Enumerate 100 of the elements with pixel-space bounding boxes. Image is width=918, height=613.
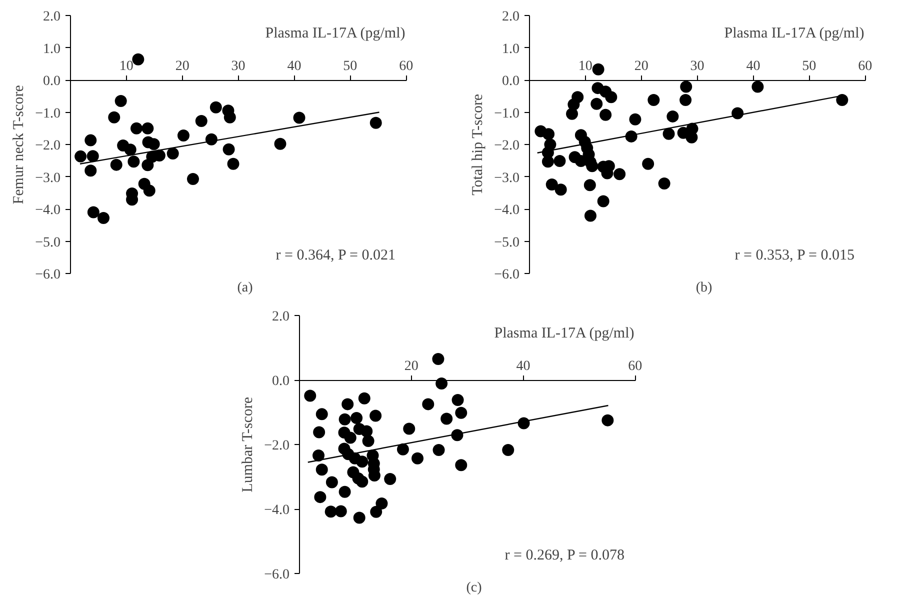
point: [440, 412, 453, 425]
text: (a): [237, 280, 254, 296]
point: [592, 63, 604, 76]
point: [432, 353, 444, 366]
point: [142, 122, 154, 134]
point: [455, 459, 468, 472]
point: [195, 114, 208, 127]
x-tick-label: 60: [628, 359, 642, 374]
point: [224, 111, 236, 124]
point: [629, 113, 642, 126]
point: [316, 408, 328, 420]
point: [396, 443, 409, 456]
point: [662, 128, 675, 140]
point: [350, 412, 363, 424]
point: [312, 449, 325, 462]
point: [338, 486, 351, 498]
point: [546, 178, 558, 190]
y-tick-label: −4.0: [264, 503, 290, 518]
point: [590, 98, 603, 110]
point: [360, 425, 373, 438]
x-tick-label: 50: [802, 59, 816, 74]
y-tick-label: −2.0: [264, 438, 290, 454]
point: [132, 53, 144, 66]
point: [648, 94, 660, 106]
x-tick-label: 10: [578, 59, 592, 74]
point: [436, 378, 448, 390]
point: [680, 94, 692, 106]
point: [542, 128, 555, 140]
annotation: r = 0.353, P = 0.015: [734, 247, 854, 264]
point: [455, 406, 468, 419]
point: [86, 150, 99, 162]
y-tick-label: −4.0: [35, 203, 61, 218]
y-tick-label: 1.0: [43, 42, 60, 57]
point: [186, 173, 199, 185]
point: [584, 210, 596, 222]
y-tick-label: −4.0: [494, 203, 520, 218]
y-tick-label: 0.0: [43, 74, 60, 89]
y-tick-label: −5.0: [35, 235, 61, 250]
y-tick-label: 2.0: [272, 310, 290, 324]
y-tick-label: 2.0: [502, 10, 520, 24]
point: [432, 444, 445, 456]
y-axis-title: Total hip T-score: [470, 94, 486, 196]
point: [403, 422, 416, 435]
point: [542, 156, 554, 168]
y-tick-label: −6.0: [264, 568, 290, 582]
point: [166, 148, 179, 160]
text: (c): [466, 580, 482, 596]
point: [502, 444, 514, 456]
point: [376, 498, 388, 510]
point: [222, 143, 235, 156]
point: [326, 476, 338, 488]
point: [586, 160, 598, 172]
y-axis-title: Femur neck T-score: [11, 84, 28, 204]
point: [324, 506, 337, 518]
point: [313, 426, 326, 438]
point: [554, 154, 566, 167]
point: [98, 212, 110, 224]
point: [600, 108, 612, 121]
point: [114, 94, 127, 107]
y-tick-label: 0.0: [272, 374, 290, 389]
point: [356, 456, 368, 468]
point: [370, 410, 382, 422]
point: [84, 134, 97, 146]
point: [334, 505, 347, 518]
point: [666, 110, 679, 122]
point: [658, 178, 670, 190]
point: [210, 101, 222, 114]
point: [370, 116, 382, 129]
point: [422, 398, 434, 410]
x-tick-label: 40: [287, 59, 302, 74]
point: [686, 122, 698, 135]
point: [452, 394, 464, 406]
point: [554, 184, 567, 196]
point: [130, 122, 142, 134]
point: [412, 452, 424, 464]
x-tick-label: 20: [634, 59, 648, 74]
point: [353, 512, 366, 524]
point: [128, 156, 140, 168]
point: [110, 158, 122, 171]
y-tick-label: −1.0: [35, 106, 61, 122]
point: [605, 91, 618, 104]
y-tick-label: 1.0: [502, 42, 520, 57]
x-tick-label: 10: [119, 59, 134, 74]
point: [143, 184, 156, 197]
point: [108, 111, 120, 124]
point: [584, 179, 596, 192]
point: [680, 80, 692, 93]
x-axis-title: Plasma IL-17A (pg/ml): [494, 326, 634, 342]
y-tick-label: −3.0: [35, 170, 61, 186]
point: [370, 506, 382, 518]
y-tick-label: −6.0: [494, 268, 520, 282]
point: [362, 434, 374, 447]
point: [84, 164, 97, 177]
point: [314, 491, 326, 504]
point: [274, 138, 286, 150]
point: [316, 464, 328, 476]
y-tick-label: −5.0: [494, 235, 520, 250]
y-axis-title: Lumbar T-score: [240, 396, 256, 492]
point: [227, 158, 240, 170]
annotation: r = 0.364, P = 0.021: [276, 247, 396, 264]
